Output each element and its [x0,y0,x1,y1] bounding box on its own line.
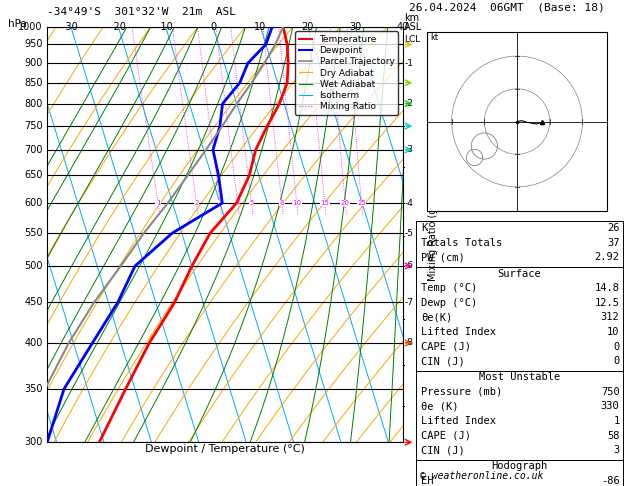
Text: -1: -1 [404,59,413,68]
Text: -6: -6 [404,261,413,270]
Text: Temp (°C): Temp (°C) [421,283,477,294]
Text: -30: -30 [63,22,79,32]
Text: 8: 8 [280,200,284,206]
Text: CIN (J): CIN (J) [421,356,465,366]
Text: 40: 40 [396,22,409,32]
Text: 2.92: 2.92 [594,252,620,262]
Text: EH: EH [421,476,434,486]
Text: 900: 900 [25,58,43,68]
Text: θe(K): θe(K) [421,312,453,323]
Text: 0: 0 [210,22,216,32]
Text: 2: 2 [194,200,199,206]
Text: K: K [421,223,428,233]
Text: 600: 600 [25,198,43,208]
Text: 700: 700 [25,145,43,155]
Text: Hodograph: Hodograph [491,461,548,471]
Text: 1: 1 [613,416,620,426]
Text: PW (cm): PW (cm) [421,252,465,262]
Text: 20: 20 [341,200,350,206]
Text: 750: 750 [601,387,620,397]
Text: ASL: ASL [404,21,422,32]
Text: -5: -5 [404,228,413,238]
Text: 10: 10 [254,22,267,32]
Text: 1: 1 [156,200,160,206]
Text: 312: 312 [601,312,620,323]
Text: LCL: LCL [404,35,421,44]
Text: hPa: hPa [8,19,26,29]
Text: CAPE (J): CAPE (J) [421,342,471,352]
Text: kt: kt [430,33,438,42]
Text: CAPE (J): CAPE (J) [421,431,471,441]
Text: 350: 350 [25,384,43,394]
Text: 26: 26 [607,223,620,233]
Text: 550: 550 [25,228,43,238]
Text: 850: 850 [25,78,43,88]
Text: -4: -4 [404,199,413,208]
Text: 1000: 1000 [18,22,43,32]
Text: © weatheronline.co.uk: © weatheronline.co.uk [420,470,543,481]
Text: Surface: Surface [498,269,542,279]
X-axis label: Dewpoint / Temperature (°C): Dewpoint / Temperature (°C) [145,444,305,453]
Text: 0: 0 [613,356,620,366]
Text: 30: 30 [349,22,361,32]
Text: 400: 400 [25,338,43,348]
Text: 10: 10 [607,327,620,337]
Legend: Temperature, Dewpoint, Parcel Trajectory, Dry Adiabat, Wet Adiabat, Isotherm, Mi: Temperature, Dewpoint, Parcel Trajectory… [295,31,398,115]
Text: -34°49'S  301°32'W  21m  ASL: -34°49'S 301°32'W 21m ASL [47,7,236,17]
Text: -20: -20 [110,22,126,32]
Text: Most Unstable: Most Unstable [479,372,560,382]
Text: 58: 58 [607,431,620,441]
Text: 950: 950 [25,39,43,50]
Text: 800: 800 [25,99,43,109]
Text: -8: -8 [404,338,413,347]
Text: 330: 330 [601,401,620,412]
Text: -2: -2 [404,99,413,108]
Text: -7: -7 [404,298,413,307]
Text: -10: -10 [158,22,174,32]
Text: 26.04.2024  06GMT  (Base: 18): 26.04.2024 06GMT (Base: 18) [409,2,604,12]
Text: 3: 3 [613,445,620,455]
Text: 4: 4 [235,200,240,206]
Text: 25: 25 [357,200,366,206]
Text: Lifted Index: Lifted Index [421,416,496,426]
Text: 10: 10 [292,200,301,206]
Text: 450: 450 [25,297,43,307]
Text: Pressure (mb): Pressure (mb) [421,387,503,397]
Text: Dewp (°C): Dewp (°C) [421,298,477,308]
Text: km: km [404,13,419,23]
Text: 0: 0 [613,342,620,352]
Text: -86: -86 [601,476,620,486]
Text: 14.8: 14.8 [594,283,620,294]
Text: Lifted Index: Lifted Index [421,327,496,337]
Text: 750: 750 [25,121,43,131]
Text: 37: 37 [607,238,620,248]
Text: 5: 5 [249,200,253,206]
Text: 20: 20 [301,22,314,32]
Text: Totals Totals: Totals Totals [421,238,503,248]
Text: CIN (J): CIN (J) [421,445,465,455]
Text: Mixing Ratio (g/kg): Mixing Ratio (g/kg) [428,189,438,280]
Text: -3: -3 [404,145,413,155]
Text: 500: 500 [25,261,43,271]
Text: 300: 300 [25,437,43,447]
Text: θe (K): θe (K) [421,401,459,412]
Text: 15: 15 [320,200,329,206]
Text: 12.5: 12.5 [594,298,620,308]
Text: 650: 650 [25,171,43,180]
Text: 3: 3 [218,200,223,206]
